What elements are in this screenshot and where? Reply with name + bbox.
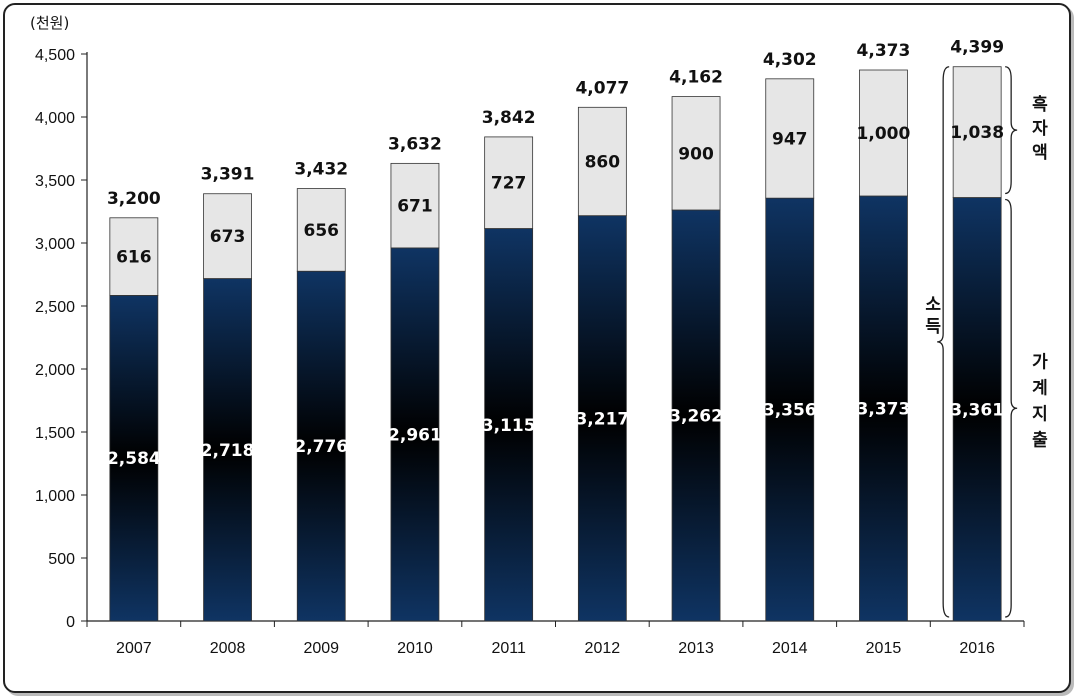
- label-expenditure: 3,262: [669, 406, 723, 426]
- label-surplus: 947: [772, 129, 808, 149]
- bars: [109, 66, 1002, 622]
- label-expenditure: 2,961: [388, 425, 442, 445]
- bar-expenditure: [671, 209, 721, 622]
- bar-surplus: [859, 69, 908, 197]
- annotation-expenditure-char: 가: [1032, 352, 1048, 372]
- x-tick-label: 2012: [585, 640, 621, 657]
- y-tick-label: 2,000: [35, 362, 75, 379]
- label-expenditure: 3,356: [763, 401, 817, 421]
- label-expenditure: 2,776: [294, 437, 348, 457]
- bar-surplus: [296, 188, 346, 272]
- x-tick-label: 2014: [772, 640, 808, 657]
- x-tick-label: 2015: [866, 640, 902, 657]
- label-income-total: 4,373: [857, 41, 911, 61]
- label-income-total: 4,302: [763, 50, 817, 70]
- bar-expenditure: [109, 295, 159, 622]
- annotation-income-char: 득: [925, 317, 941, 337]
- bar-expenditure: [952, 197, 1002, 622]
- y-tick-label: 2,500: [35, 299, 75, 316]
- bar-expenditure: [484, 228, 534, 622]
- bar-surplus: [671, 96, 721, 211]
- label-income-total: 4,162: [669, 68, 723, 88]
- label-income-total: 4,399: [950, 38, 1004, 58]
- y-tick-label: 3,000: [35, 236, 75, 253]
- bar-surplus: [577, 106, 627, 217]
- label-expenditure: 3,361: [950, 400, 1004, 420]
- data-labels: 2,584 616 3,200 2007 2,718 673 3,391 2008 2,776 6…: [107, 38, 1004, 657]
- bar-expenditure: [765, 197, 815, 622]
- label-surplus: 671: [397, 197, 433, 217]
- y-tick-label: 0: [66, 614, 75, 631]
- y-tick-label: 1,000: [35, 488, 75, 505]
- y-axis-unit-label: (천원): [30, 14, 69, 32]
- bar-surplus: [203, 193, 252, 279]
- brace-income: [937, 66, 950, 618]
- label-income-total: 3,632: [388, 134, 442, 154]
- label-income-total: 3,200: [107, 189, 161, 209]
- annotation-surplus-char: 자: [1032, 119, 1048, 139]
- y-tick-label: 3,500: [35, 173, 75, 190]
- label-expenditure: 3,217: [575, 409, 629, 429]
- y-tick-label: 4,000: [35, 110, 75, 127]
- label-surplus: 860: [585, 152, 621, 172]
- bar-surplus: [765, 78, 815, 199]
- label-income-total: 3,391: [201, 165, 255, 185]
- label-surplus: 1,038: [950, 123, 1004, 143]
- annotation-surplus-char: 액: [1032, 143, 1048, 163]
- y-tick-label: 500: [48, 551, 75, 568]
- bar-expenditure: [390, 247, 440, 622]
- label-income-total: 3,432: [294, 160, 348, 180]
- bar-surplus: [109, 217, 159, 296]
- bar-surplus: [484, 136, 534, 229]
- label-surplus: 900: [678, 144, 714, 164]
- label-expenditure: 3,373: [857, 400, 911, 420]
- annotation-income-char: 소: [925, 295, 941, 315]
- label-income-total: 4,077: [575, 78, 629, 98]
- brace-expenditure: [1005, 198, 1018, 618]
- label-surplus: 616: [116, 248, 152, 268]
- bar-expenditure: [203, 278, 252, 622]
- bar-expenditure: [577, 215, 627, 622]
- x-tick-label: 2016: [959, 640, 995, 657]
- label-surplus: 727: [491, 174, 527, 194]
- y-tick-label: 4,500: [35, 47, 75, 64]
- label-surplus: 673: [210, 227, 246, 247]
- x-tick-label: 2010: [397, 640, 433, 657]
- annotation-expenditure-char: 계: [1032, 378, 1048, 398]
- x-tick-label: 2011: [491, 640, 526, 657]
- x-tick-label: 2007: [116, 640, 152, 657]
- y-tick-label: 1,500: [35, 425, 75, 442]
- annotation-expenditure-char: 출: [1032, 430, 1048, 450]
- bar-surplus: [390, 162, 440, 249]
- bar-surplus: [952, 66, 1002, 198]
- x-tick-label: 2009: [303, 640, 339, 657]
- label-income-total: 3,842: [482, 108, 536, 128]
- bar-expenditure: [859, 195, 908, 622]
- label-expenditure: 3,115: [482, 416, 536, 436]
- label-expenditure: 2,718: [201, 441, 255, 461]
- x-tick-label: 2008: [210, 640, 246, 657]
- annotation-expenditure-char: 지: [1032, 404, 1048, 424]
- annotation-surplus-char: 흑: [1032, 94, 1048, 115]
- label-surplus: 656: [304, 221, 340, 241]
- label-expenditure: 2,584: [107, 449, 161, 469]
- bar-expenditure: [296, 270, 346, 622]
- brace-surplus: [1005, 66, 1018, 195]
- label-surplus: 1,000: [857, 124, 911, 144]
- x-tick-label: 2013: [678, 640, 714, 657]
